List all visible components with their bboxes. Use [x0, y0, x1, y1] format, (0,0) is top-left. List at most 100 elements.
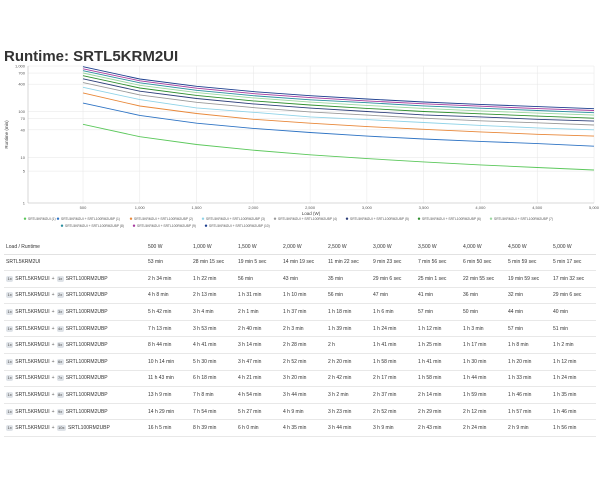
- series-line-5: [82, 82, 595, 126]
- table-column-header: 1,500 W: [236, 240, 281, 255]
- legend-entry: SRTL5KRM2UI + SRTL100RM2UBP (8): [65, 224, 124, 228]
- table-row: 1x SRTL5KRM2UI +7x SRTL100RM2UBP 11 h 43 min…: [4, 370, 596, 388]
- runtime-cell: 2 h 14 min: [416, 386, 461, 404]
- runtime-cell: 2 h 17 min: [371, 370, 416, 388]
- ups-model: SRTL5KRM2UI: [15, 342, 50, 349]
- runtime-cell: 7 h 54 min: [191, 403, 236, 421]
- legend-entry: SRTL5KRM2UI + SRTL100RM2UBP (4): [278, 217, 337, 221]
- legend-swatch: [489, 217, 493, 220]
- configuration-cell: 1x SRTL5KRM2UI +2x SRTL100RM2UBP: [4, 287, 146, 305]
- legend-swatch: [56, 217, 60, 220]
- runtime-cell: 2 h 42 min: [326, 370, 371, 388]
- configuration-cell: 1x SRTL5KRM2UI +9x SRTL100RM2UBP: [4, 403, 146, 421]
- quantity-badge: 3x: [56, 309, 64, 316]
- runtime-cell: 1 h 24 min: [551, 370, 596, 388]
- runtime-cell: 2 h 28 min: [281, 336, 326, 355]
- runtime-cell: 3 h 2 min: [326, 386, 371, 404]
- runtime-cell: 2 h 24 min: [461, 419, 506, 438]
- runtime-cell: 1 h 56 min: [551, 419, 596, 438]
- table-column-header: 3,000 W: [371, 240, 416, 255]
- legend-entry: SRTL5KRM2UI + SRTL100RM2UBP (7): [494, 217, 553, 221]
- runtime-cell: 4 h 8 min: [146, 287, 191, 305]
- x-tick-label: 2,000: [248, 205, 259, 210]
- runtime-cell: 3 h 47 min: [236, 353, 281, 371]
- runtime-cell: 2 h 12 min: [461, 403, 506, 421]
- legend-entry: SRTL5KRM2UI + SRTL100RM2UBP (6): [422, 217, 481, 221]
- runtime-cell: 41 min: [416, 287, 461, 305]
- x-tick-label: 1,500: [192, 205, 203, 210]
- plus-sign: +: [51, 325, 55, 332]
- runtime-cell: 32 min: [506, 287, 551, 305]
- runtime-cell: 1 h 58 min: [371, 353, 416, 371]
- y-tick-label: 40: [21, 127, 26, 132]
- quantity-badge: 1x: [56, 275, 64, 282]
- quantity-badge: 1x: [6, 325, 14, 332]
- runtime-cell: 1 h 46 min: [506, 386, 551, 404]
- table-column-header: 1,000 W: [191, 240, 236, 255]
- runtime-cell: 2 h 37 min: [371, 386, 416, 404]
- legend-entry: SRTL5KRM2UI + SRTL100RM2UBP (2): [134, 217, 193, 221]
- x-tick-label: 2,500: [305, 205, 316, 210]
- runtime-cell: 3 h 44 min: [326, 419, 371, 438]
- quantity-badge: 1x: [6, 408, 14, 415]
- ups-model: SRTL5KRM2UI: [15, 358, 50, 365]
- ups-model: SRTL5KRM2UI: [15, 425, 50, 432]
- runtime-cell: 35 min: [326, 270, 371, 288]
- plus-sign: +: [51, 275, 55, 282]
- runtime-cell: 1 h 37 min: [281, 303, 326, 321]
- runtime-cell: 11 h 43 min: [146, 370, 191, 388]
- runtime-cell: 1 h 8 min: [506, 336, 551, 355]
- table-column-header: 500 W: [146, 240, 191, 255]
- series-line-3: [82, 92, 595, 137]
- runtime-cell: 1 h 6 min: [371, 303, 416, 321]
- quantity-badge: 7x: [56, 375, 64, 382]
- runtime-cell: 56 min: [236, 270, 281, 288]
- quantity-badge: 1x: [6, 292, 14, 299]
- quantity-badge: 4x: [56, 325, 64, 332]
- legend-entry: SRTL5KRM2UI + SRTL100RM2UBP (3): [206, 217, 265, 221]
- table-column-header: 2,000 W: [281, 240, 326, 255]
- runtime-cell: 22 min 55 sec: [461, 270, 506, 288]
- table-row: 1x SRTL5KRM2UI +8x SRTL100RM2UBP 13 h 9 min 7…: [4, 386, 596, 404]
- runtime-cell: 2 h 20 min: [326, 353, 371, 371]
- runtime-cell: 1 h 17 min: [461, 336, 506, 355]
- runtime-cell: 53 min: [146, 254, 191, 272]
- legend-entry: SRTL5KRM2UI + SRTL100RM2UBP (1): [61, 217, 120, 221]
- runtime-cell: 50 min: [461, 303, 506, 321]
- runtime-cell: 36 min: [461, 287, 506, 305]
- runtime-cell: 2 h 52 min: [371, 403, 416, 421]
- runtime-cell: 2 h 43 min: [416, 419, 461, 438]
- runtime-cell: 56 min: [326, 287, 371, 305]
- y-tick-label: 700: [18, 71, 25, 76]
- runtime-cell: 1 h 18 min: [326, 303, 371, 321]
- quantity-badge: 10x: [56, 425, 66, 432]
- runtime-cell: 4 h 41 min: [191, 336, 236, 355]
- runtime-cell: 19 min 59 sec: [506, 270, 551, 288]
- table-row: 1x SRTL5KRM2UI +10x SRTL100RM2UBP 16 h 5 min…: [4, 419, 596, 438]
- table-column-header: 5,000 W: [551, 240, 596, 255]
- table-row: SRTL5KRM2UI 53 min 28 min 15 sec 19 min 5 s…: [4, 254, 596, 272]
- configuration-cell: 1x SRTL5KRM2UI +8x SRTL100RM2UBP: [4, 386, 146, 404]
- runtime-cell: 14 h 29 min: [146, 403, 191, 421]
- table-column-header: 3,500 W: [416, 240, 461, 255]
- page-title: Runtime: SRTL5KRM2UI: [4, 48, 179, 65]
- runtime-cell: 4 h 54 min: [236, 386, 281, 404]
- plus-sign: +: [51, 392, 55, 399]
- quantity-badge: 2x: [56, 292, 64, 299]
- runtime-cell: 3 h 44 min: [281, 386, 326, 404]
- x-tick-label: 4,000: [475, 205, 486, 210]
- plus-sign: +: [51, 292, 55, 299]
- runtime-cell: 1 h 46 min: [551, 403, 596, 421]
- runtime-cell: 1 h 59 min: [461, 386, 506, 404]
- runtime-cell: 1 h 12 min: [416, 320, 461, 338]
- configuration-cell: 1x SRTL5KRM2UI +7x SRTL100RM2UBP: [4, 370, 146, 388]
- runtime-cell: 3 h 20 min: [281, 370, 326, 388]
- table-row: 1x SRTL5KRM2UI +5x SRTL100RM2UBP 8 h 44 min 4…: [4, 336, 596, 355]
- y-tick-label: 400: [18, 82, 25, 87]
- configuration-cell: 1x SRTL5KRM2UI +10x SRTL100RM2UBP: [4, 419, 146, 438]
- runtime-cell: 1 h 2 min: [551, 336, 596, 355]
- ups-model: SRTL5KRM2UI: [15, 392, 50, 399]
- runtime-cell: 17 min 32 sec: [551, 270, 596, 288]
- runtime-cell: 1 h 41 min: [416, 353, 461, 371]
- configuration-cell: SRTL5KRM2UI: [4, 254, 146, 272]
